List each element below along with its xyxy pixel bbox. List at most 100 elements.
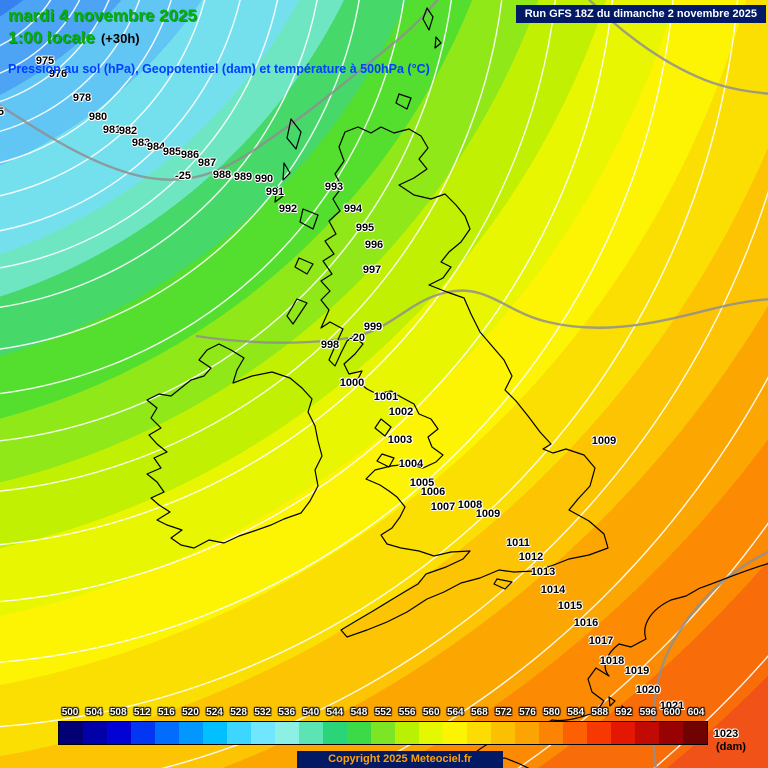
legend-value: 548 — [350, 707, 368, 718]
legend-cell — [635, 722, 659, 744]
isobar-label: 997 — [362, 264, 382, 276]
isobar-label: 996 — [364, 239, 384, 251]
legend-cell — [203, 722, 227, 744]
legend-value: 532 — [254, 707, 271, 718]
isobar-label: 1005 — [409, 477, 435, 489]
legend-cell — [539, 722, 563, 744]
isobar-label: 976 — [48, 68, 68, 80]
isobar-label: 998 — [320, 339, 340, 351]
legend-value: 560 — [422, 707, 440, 718]
legend-value: 556 — [398, 707, 416, 718]
isobar-label: 1002 — [388, 406, 414, 418]
legend-cell — [107, 722, 131, 744]
legend-cell — [395, 722, 419, 744]
forecast-offset: (+30h) — [100, 31, 140, 46]
isobar-label: 989 — [233, 171, 253, 183]
isobar-label: 1009 — [475, 508, 501, 520]
isobar-label: 1000 — [339, 377, 365, 389]
run-info-box: Run GFS 18Z du dimanche 2 novembre 2025 — [515, 5, 766, 23]
isobar-label: 1013 — [530, 566, 556, 578]
legend-cell — [275, 722, 299, 744]
legend-value: 604 — [687, 707, 705, 718]
legend-cell — [659, 722, 683, 744]
legend-value: 552 — [374, 707, 392, 718]
legend-cell — [683, 722, 707, 744]
isobar-label: 1019 — [624, 665, 650, 677]
forecast-time: 1:00 locale — [8, 28, 95, 47]
legend-value: 504 — [85, 707, 103, 718]
legend-cell — [467, 722, 491, 744]
legend-cell — [419, 722, 443, 744]
legend-value: 544 — [326, 707, 344, 718]
legend-colorbar — [58, 721, 708, 745]
temperature-label: -25 — [0, 106, 4, 118]
isobar-label: 1004 — [398, 458, 424, 470]
temp-contour-minus20 — [195, 289, 768, 344]
legend-cell — [251, 722, 275, 744]
legend-value: 512 — [133, 707, 151, 718]
isobar-label: 992 — [278, 203, 298, 215]
isobar-label: 1003 — [387, 434, 413, 446]
map-header: mardi 4 novembre 2025 1:00 locale (+30h) … — [8, 6, 430, 76]
legend-cell — [371, 722, 395, 744]
legend-cell — [587, 722, 611, 744]
isobar-label: 983 — [131, 137, 151, 149]
legend-value: 588 — [591, 707, 609, 718]
map-subtitle: Pression au sol (hPa), Geopotentiel (dam… — [8, 62, 430, 76]
isobar-label: 978 — [72, 92, 92, 104]
coastline-islands — [274, 7, 628, 715]
coastline-great-britain — [320, 126, 609, 638]
isobar-label: 986 — [180, 149, 200, 161]
legend-value: 592 — [615, 707, 633, 718]
isobar-label: 995 — [355, 222, 375, 234]
isobar-label: 1007 — [430, 501, 456, 513]
isobar-label: 1016 — [573, 617, 599, 629]
forecast-time-row: 1:00 locale (+30h) — [8, 28, 430, 48]
legend-cell — [563, 722, 587, 744]
legend-value: 584 — [567, 707, 585, 718]
legend-value: 600 — [663, 707, 681, 718]
legend-cell — [515, 722, 539, 744]
legend-value: 572 — [495, 707, 512, 718]
isobar-label: 1006 — [420, 486, 446, 498]
legend-value: 508 — [109, 707, 127, 718]
legend-cell — [155, 722, 179, 744]
legend-unit-label: (dam) — [716, 741, 746, 753]
legend-value: 536 — [278, 707, 296, 718]
isobar-label: 994 — [343, 203, 363, 215]
legend-cell — [491, 722, 515, 744]
legend: 500 504 508 512 516 520 524 528 532 536 540 544 548 5… — [58, 707, 708, 745]
legend-values: 500 504 508 512 516 520 524 528 532 536 540 544 548 5… — [58, 707, 708, 720]
legend-value: 576 — [519, 707, 536, 718]
isobar-label: 999 — [363, 321, 383, 333]
isobar-label: 988 — [212, 169, 232, 181]
isobar-label: 1014 — [540, 584, 566, 596]
isobar-label: 1023 — [713, 728, 739, 740]
isobar-label: 1009 — [591, 435, 617, 447]
temperature-label: -25 — [175, 170, 191, 182]
isobar-label: 1008 — [457, 499, 483, 511]
temp-contour-minus25 — [0, 0, 439, 181]
isobar-label: 982 — [118, 125, 138, 137]
legend-cell — [347, 722, 371, 744]
forecast-date: mardi 4 novembre 2025 — [8, 6, 197, 25]
isobar-label: 1015 — [557, 600, 583, 612]
copyright-bar: Copyright 2025 Meteociel.fr — [297, 751, 503, 768]
isobar-label: 980 — [88, 111, 108, 123]
isobar-label: 1012 — [518, 551, 544, 563]
legend-value: 568 — [471, 707, 488, 718]
legend-cell — [179, 722, 203, 744]
isobar-label: 975 — [35, 55, 55, 67]
legend-cell — [323, 722, 347, 744]
legend-value: 540 — [302, 707, 320, 718]
legend-value: 564 — [446, 707, 464, 718]
legend-value: 528 — [230, 707, 247, 718]
legend-cell — [299, 722, 323, 744]
legend-cell — [611, 722, 635, 744]
temperature-label: -20 — [349, 332, 365, 344]
legend-value: 520 — [182, 707, 199, 718]
legend-cell — [59, 722, 83, 744]
legend-cell — [83, 722, 107, 744]
legend-value: 524 — [206, 707, 223, 718]
